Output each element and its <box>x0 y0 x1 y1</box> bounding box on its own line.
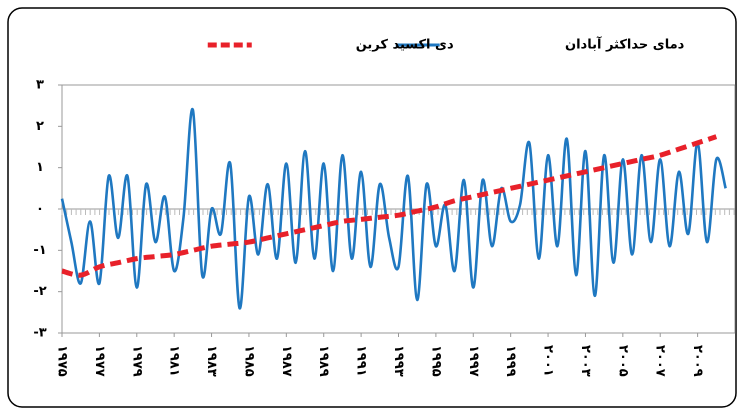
y-tick-label: -۱ <box>33 243 46 258</box>
x-tick-label: ۱۹۸۷ <box>279 345 294 377</box>
y-tick-label: ۳ <box>36 78 44 93</box>
y-tick-label: -۲ <box>33 284 46 299</box>
x-tick-label: ۱۹۹۱ <box>354 345 369 377</box>
x-tick-label: ۱۹۹۷ <box>466 345 481 377</box>
legend-label: دمای حداکثر آبادان <box>565 36 685 53</box>
x-tick-label: ۱۹۷۷ <box>92 345 107 377</box>
x-tick-label: ۱۹۸۱ <box>167 345 182 377</box>
x-tick-label: ۲۰۰۹ <box>690 345 705 377</box>
y-tick-label: ۱ <box>36 160 44 175</box>
x-tick-label: ۲۰۰۵ <box>615 345 630 377</box>
y-tick-label: ۰ <box>36 202 44 217</box>
x-tick-label: ۱۹۸۵ <box>241 345 256 377</box>
x-tick-label: ۲۰۰۷ <box>653 345 668 377</box>
x-tick-label: ۱۹۷۵ <box>55 345 70 377</box>
y-tick-label: -۳ <box>33 326 46 341</box>
x-tick-label: ۱۹۷۹ <box>129 345 144 377</box>
x-tick-label: ۱۹۹۳ <box>391 345 406 377</box>
y-tick-label: ۲ <box>36 119 44 134</box>
x-tick-label: ۱۹۹۵ <box>428 345 443 377</box>
chart-frame <box>7 7 737 408</box>
x-tick-label: ۱۹۹۹ <box>503 345 518 377</box>
x-tick-label: ۲۰۰۳ <box>578 345 593 377</box>
x-tick-label: ۱۹۸۳ <box>204 345 219 377</box>
x-tick-label: ۱۹۸۹ <box>316 345 331 377</box>
legend-label: دی اکسید کربن <box>356 38 454 53</box>
series-line <box>60 108 727 310</box>
x-tick-label: ۲۰۰۱ <box>541 345 556 377</box>
